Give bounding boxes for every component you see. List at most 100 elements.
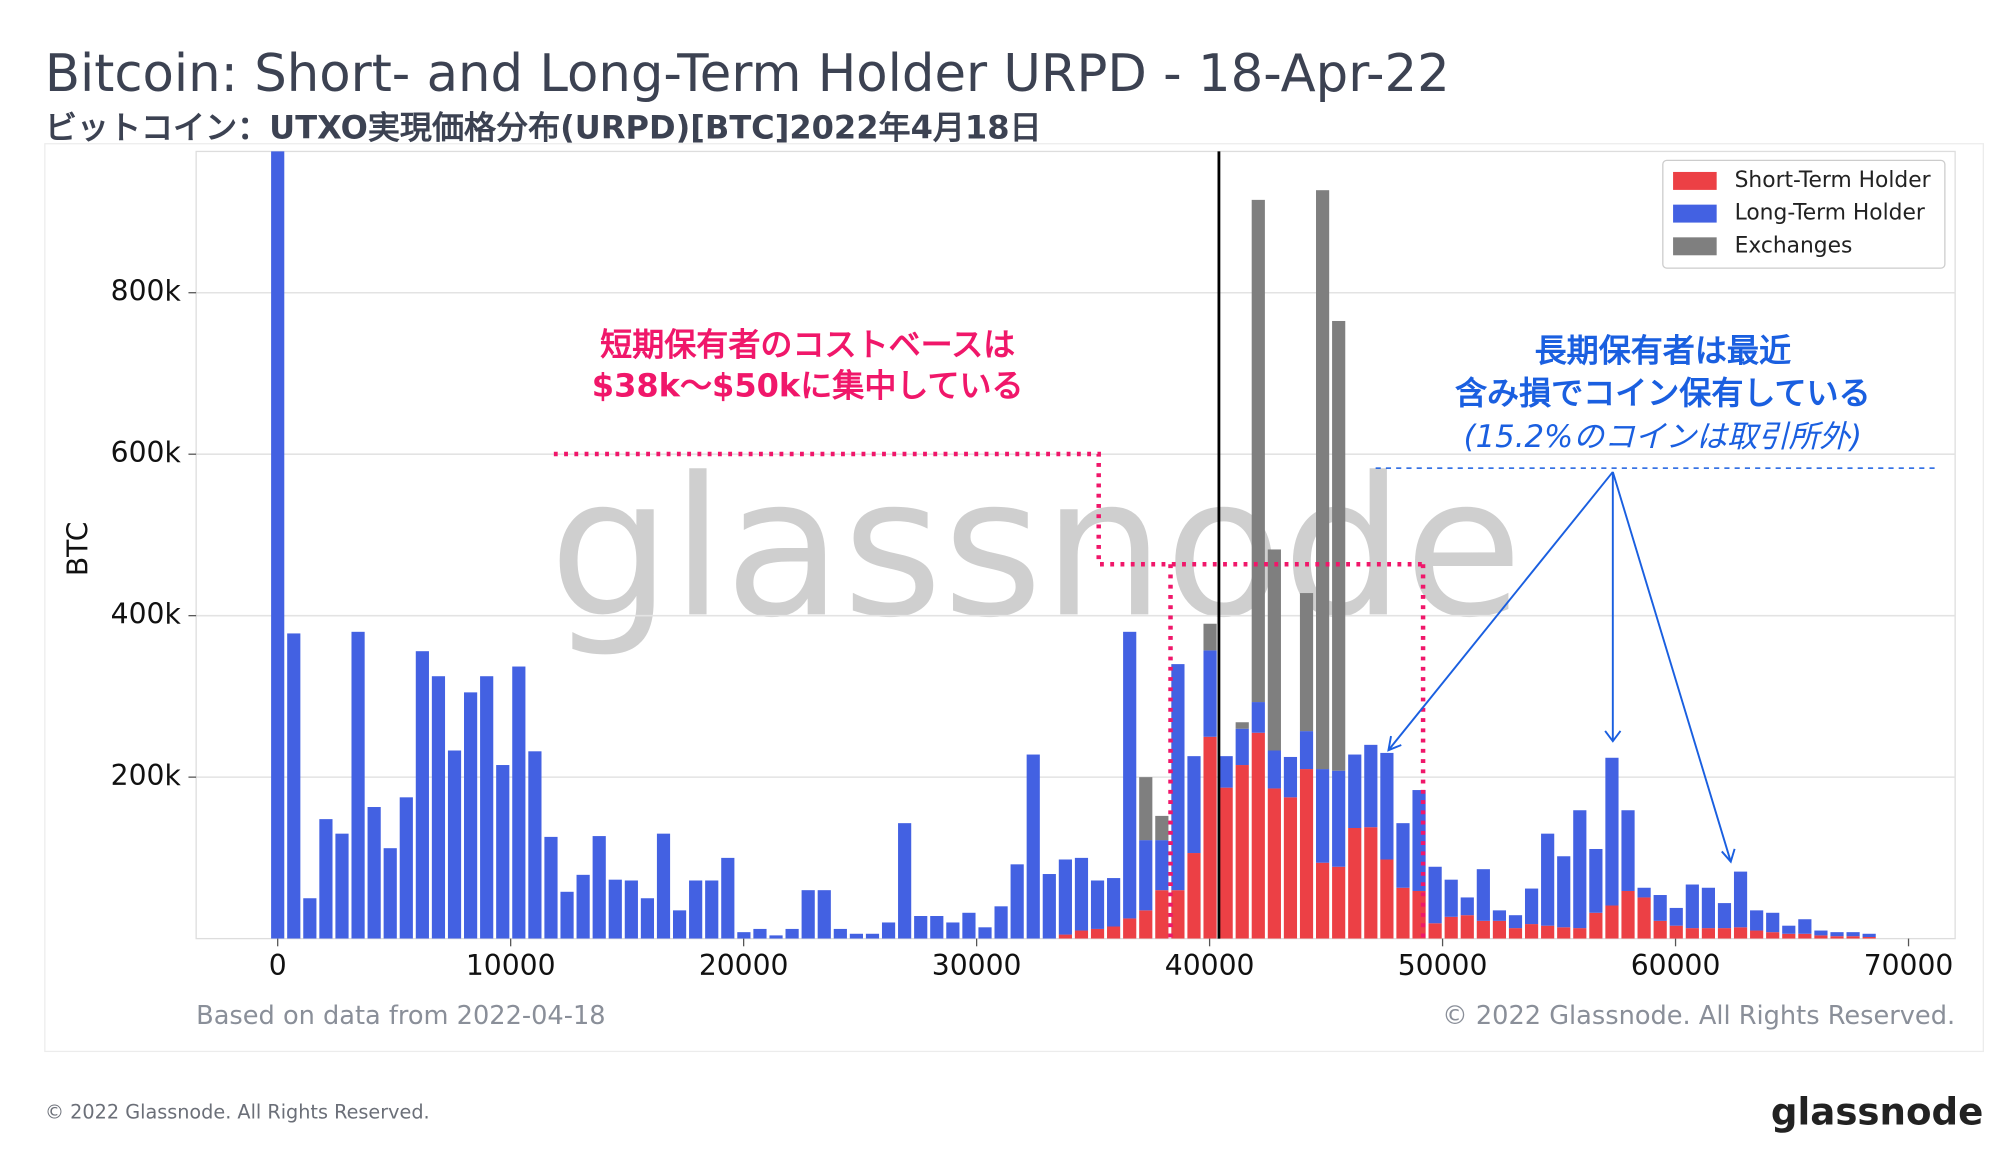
- panel-border: [44, 143, 1984, 1053]
- x-tick-label: 30000: [932, 949, 1022, 982]
- bar-segment: [1316, 769, 1330, 863]
- bar-segment: [1524, 924, 1539, 939]
- bar-segment: [1074, 857, 1089, 931]
- arrow-head: [1387, 735, 1402, 752]
- x-tick-label: 20000: [699, 949, 789, 982]
- bar-segment: [271, 151, 285, 939]
- bar-segment: [1846, 936, 1860, 939]
- bar-segment: [1107, 926, 1121, 939]
- bar-segment: [1508, 915, 1523, 929]
- bar-segment: [287, 633, 301, 939]
- legend-swatch: [1673, 204, 1717, 223]
- sth-bracket: [553, 451, 1426, 939]
- bar-segment: [1058, 859, 1072, 935]
- y-tick-label: 200k: [111, 759, 182, 792]
- y-tick-label: 800k: [111, 275, 182, 308]
- bar-segment: [1123, 631, 1137, 919]
- bar-segment: [817, 890, 831, 939]
- bar-segment: [1492, 910, 1507, 921]
- bar-segment: [785, 928, 799, 939]
- bar-segment: [1316, 190, 1330, 770]
- bar-segment: [1235, 765, 1249, 939]
- bar-segment: [1267, 549, 1281, 751]
- bar-segment: [1139, 777, 1153, 841]
- bar-segment: [1299, 593, 1314, 732]
- bar-segment: [592, 836, 606, 939]
- bar-segment: [1766, 912, 1780, 933]
- bar-segment: [1637, 897, 1651, 939]
- bar-segment: [1348, 754, 1362, 829]
- bar-segment: [1171, 664, 1185, 891]
- legend-box: [1662, 159, 1946, 269]
- bar-segment: [833, 928, 847, 939]
- bar-segment: [1669, 907, 1683, 926]
- bar-segment: [1396, 887, 1410, 939]
- arrow-head: [1721, 848, 1736, 864]
- bar-segment: [1862, 937, 1876, 939]
- bar-segment: [1251, 199, 1265, 703]
- bar-segment: [1042, 874, 1056, 939]
- annotation: 長期保有者は最近: [1535, 332, 1791, 370]
- bar-segment: [1492, 920, 1507, 939]
- bar-segment: [1203, 623, 1217, 651]
- bar-segment: [496, 765, 510, 939]
- annotation: $38k〜$50kに集中している: [592, 366, 1024, 404]
- bar-segment: [1717, 928, 1732, 939]
- bar-segment: [1637, 887, 1651, 898]
- bar-segment: [689, 880, 703, 939]
- bar-segment: [1476, 920, 1490, 939]
- legend-label: Short-Term Holder: [1735, 168, 1931, 193]
- bar-segment: [351, 631, 365, 939]
- bar-segment: [1733, 927, 1748, 939]
- bar-segment: [1589, 848, 1603, 913]
- bar-segment: [1782, 933, 1796, 939]
- bar-segment: [1010, 864, 1024, 939]
- bar-segment: [1026, 754, 1040, 939]
- legend-label: Long-Term Holder: [1735, 201, 1925, 226]
- bar-segment: [1653, 920, 1667, 939]
- bar-segment: [1299, 769, 1314, 939]
- bar-segment: [656, 833, 671, 939]
- legend-label: Exchanges: [1735, 233, 1853, 258]
- bar-segment: [1364, 827, 1378, 939]
- bar-segment: [1798, 933, 1812, 939]
- bar-segment: [1090, 880, 1105, 929]
- bar-segment: [1299, 731, 1314, 770]
- bar-segment: [1380, 752, 1394, 860]
- x-tick-label: 40000: [1165, 949, 1255, 982]
- footer-copyright: © 2022 Glassnode. All Rights Reserved.: [45, 1100, 430, 1123]
- bar-segment: [978, 927, 992, 939]
- overlay: Short-Term Holder Long-Term Holder Exchang…: [1217, 151, 1946, 939]
- bar-segment: [560, 891, 574, 939]
- bar-segment: [1107, 878, 1121, 927]
- bar-segment: [1605, 905, 1619, 939]
- bar-segment: [1428, 866, 1442, 924]
- chart-subtitle: ビットコイン：UTXO実現価格分布(URPD)[BTC]2022年4月18日: [45, 109, 1042, 147]
- grid: 200k 400k 600k 800k 0 10000 20000 30000 40000 500…: [111, 275, 1956, 982]
- bar-segment: [640, 898, 655, 939]
- bar-segment: [431, 676, 446, 939]
- bar-segment: [1750, 910, 1764, 931]
- bar-segment: [1798, 919, 1812, 934]
- bar-segment: [1444, 879, 1458, 917]
- bar-segment: [1219, 756, 1233, 788]
- bar-segment: [1573, 928, 1587, 939]
- bar-segment: [1685, 884, 1699, 929]
- x-tick-label: 50000: [1398, 949, 1488, 982]
- bar-segment: [1814, 930, 1828, 936]
- bar-segment: [1685, 928, 1699, 939]
- bar-segment: [1251, 702, 1265, 733]
- x-tick-label: 60000: [1631, 949, 1721, 982]
- watermark: glassnode: [549, 437, 1523, 660]
- bar-segment: [1283, 797, 1298, 939]
- bar-segment: [1187, 853, 1201, 939]
- bar-segment: [849, 933, 864, 939]
- bar-segment: [1524, 888, 1539, 925]
- bar-segment: [1557, 856, 1571, 928]
- bar-segment: [1235, 722, 1249, 729]
- annotation: (15.2%のコインは取引所外): [1464, 419, 1862, 455]
- bar-segment: [672, 910, 687, 939]
- bar-segment: [1460, 915, 1474, 939]
- legend: Short-Term Holder Long-Term Holder Exchang…: [1662, 159, 1946, 269]
- bar-segment: [1814, 935, 1828, 939]
